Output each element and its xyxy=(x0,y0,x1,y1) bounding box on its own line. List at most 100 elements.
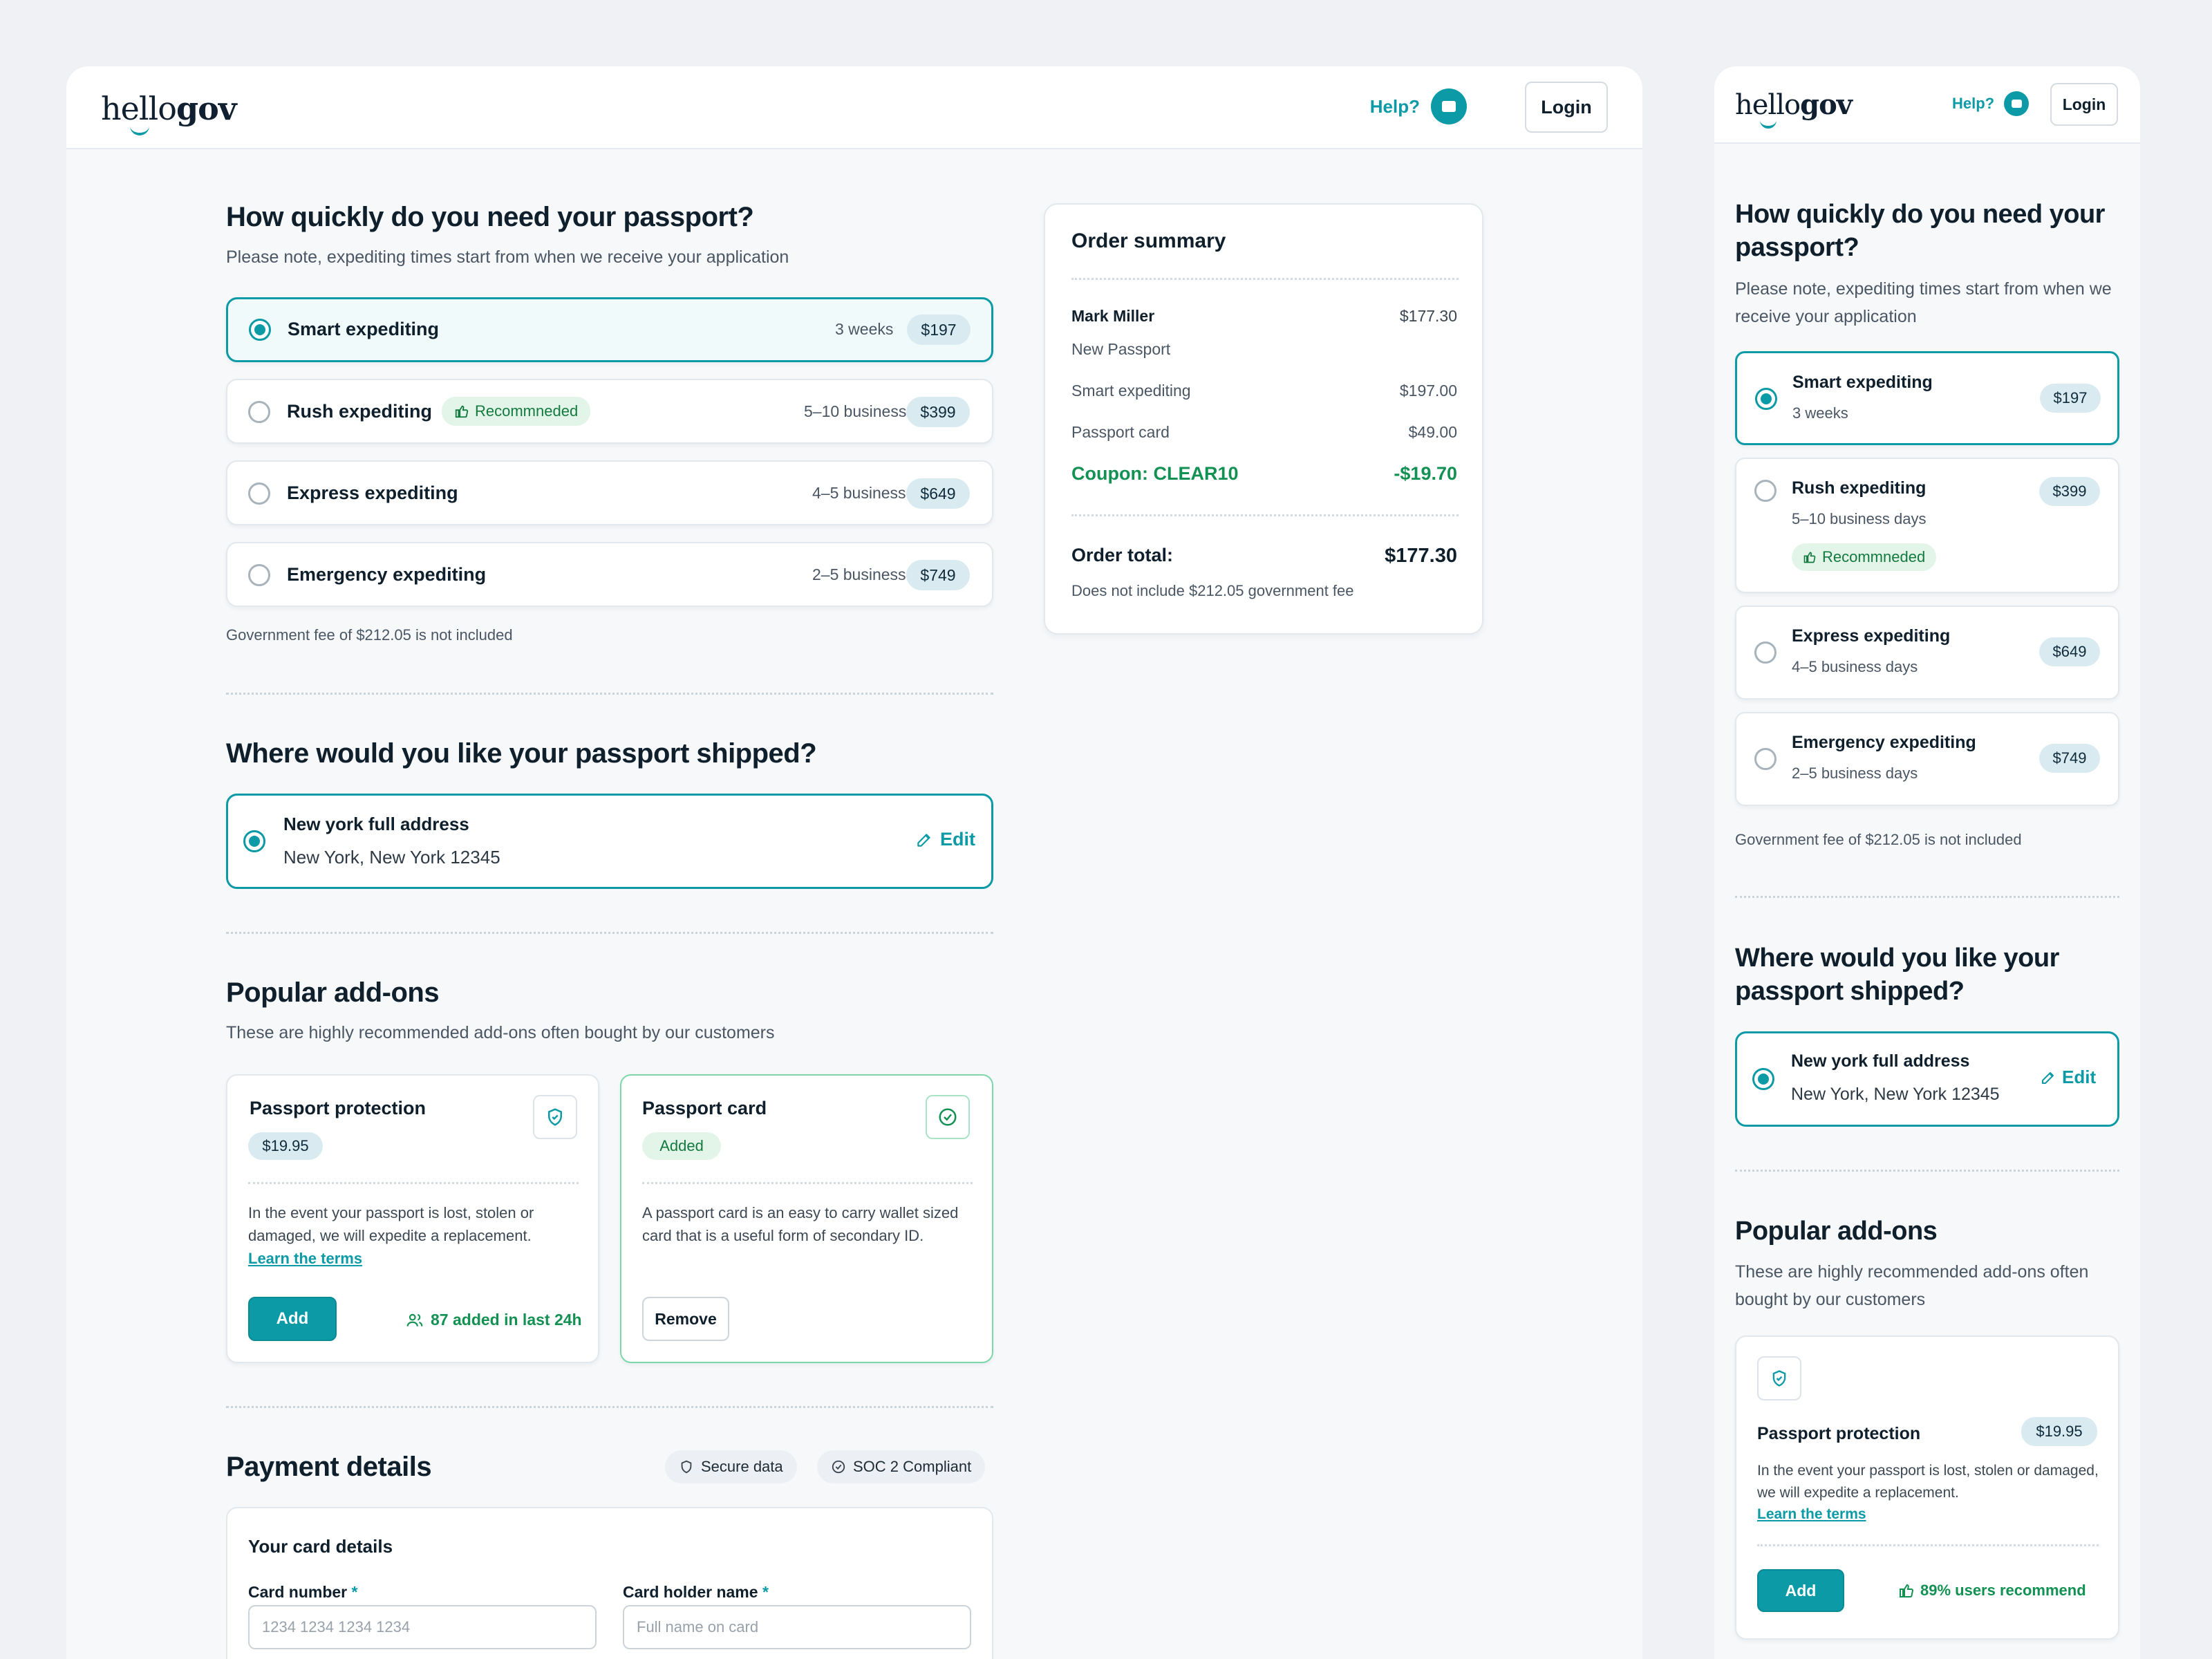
option-label: Rush expediting xyxy=(287,401,433,422)
help-text: Help? xyxy=(1369,95,1420,117)
addon-passport-protection: Passport protection $19.95 In the event … xyxy=(1735,1335,2119,1640)
option-smart-expediting[interactable]: Smart expediting 3 weeks $197 xyxy=(226,297,993,362)
summary-row: Smart expediting $197.00 xyxy=(1071,382,1457,400)
card-number-input[interactable] xyxy=(248,1605,597,1649)
add-button[interactable]: Add xyxy=(1757,1569,1844,1612)
price-pill: $399 xyxy=(2039,477,2100,506)
radio-smart[interactable] xyxy=(1755,388,1777,410)
addon-divider xyxy=(1757,1544,2099,1546)
option-label: Emergency expediting xyxy=(1792,733,1976,752)
radio-rush[interactable] xyxy=(248,401,270,423)
add-button[interactable]: Add xyxy=(248,1297,337,1341)
thumbs-up-icon xyxy=(455,405,469,418)
radio-rush[interactable] xyxy=(1754,480,1777,502)
shipping-title: Where would you like your passport shipp… xyxy=(226,738,817,769)
option-label: Express expediting xyxy=(1792,626,1951,646)
radio-smart[interactable] xyxy=(249,319,271,341)
price-pill: $649 xyxy=(2039,637,2100,666)
option-label: Express expediting xyxy=(287,482,458,503)
shipping-title: Where would you like your passport shipp… xyxy=(1735,944,2059,1006)
speed-title: How quickly do you need your passport? xyxy=(226,202,754,232)
help-text: Help? xyxy=(1952,95,1995,112)
summary-divider xyxy=(1071,278,1459,280)
section-divider xyxy=(226,932,993,934)
help-link[interactable]: Help? xyxy=(1952,91,2030,116)
speed-subtitle: Please note, expediting times start from… xyxy=(1735,279,2112,326)
logo-smile xyxy=(1760,120,1777,129)
total-note: Does not include $212.05 government fee xyxy=(1071,582,1354,599)
radio-emergency[interactable] xyxy=(248,564,270,586)
addon-title: Passport card xyxy=(642,1098,767,1118)
desktop-header: hellogov Help? Login xyxy=(66,66,1642,149)
fee-note: Government fee of $212.05 is not include… xyxy=(226,626,513,644)
login-button[interactable]: Login xyxy=(1525,82,1608,133)
price-pill: $197 xyxy=(907,315,971,345)
card-details-heading: Your card details xyxy=(248,1536,393,1557)
radio-express[interactable] xyxy=(248,482,270,505)
order-summary: Order summary Mark Miller $177.30 New Pas… xyxy=(1044,203,1483,635)
hellogov-logo[interactable]: hellogov xyxy=(1735,88,1853,129)
users-icon xyxy=(406,1313,423,1327)
option-time: 5–10 business days xyxy=(1792,510,1927,527)
social-proof: 89% users recommend xyxy=(1898,1582,2086,1600)
option-emergency-expediting[interactable]: Emergency expediting 2–5 business days $… xyxy=(1735,712,2119,806)
coupon-row: Coupon: CLEAR10 -$19.70 xyxy=(1071,463,1457,484)
fee-note: Government fee of $212.05 is not include… xyxy=(1735,831,2022,848)
radio-express[interactable] xyxy=(1754,641,1777,664)
holder-input[interactable] xyxy=(623,1605,971,1649)
option-express-expediting[interactable]: Express expediting 4–5 business days $64… xyxy=(226,460,993,525)
chat-icon[interactable] xyxy=(2004,91,2030,116)
address-card[interactable]: New york full address New York, New York… xyxy=(1735,1031,2119,1127)
mobile-header: hellogov Help? Login xyxy=(1714,66,2140,144)
option-label: Rush expediting xyxy=(1792,478,1927,498)
addon-description: A passport card is an easy to carry wall… xyxy=(642,1204,959,1244)
edit-address-button[interactable]: Edit xyxy=(2040,1067,2096,1088)
logo-smile xyxy=(130,126,149,135)
pencil-icon xyxy=(2042,1071,2054,1084)
option-label: Emergency expediting xyxy=(287,564,487,585)
payment-title: Payment details xyxy=(226,1452,432,1482)
social-proof: 87 added in last 24h xyxy=(406,1311,582,1329)
addons-subtitle: These are highly recommended add-ons oft… xyxy=(1735,1262,2089,1309)
summary-row: New Passport xyxy=(1071,340,1171,358)
added-badge: Added xyxy=(642,1132,721,1160)
addon-title: Passport protection xyxy=(250,1098,427,1118)
option-time: 2–5 business days xyxy=(1792,765,1918,782)
hellogov-logo[interactable]: hellogov xyxy=(101,90,237,135)
summary-title: Order summary xyxy=(1071,229,1226,252)
shield-icon xyxy=(1757,1356,1801,1400)
learn-terms-link[interactable]: Learn the terms xyxy=(1757,1506,1866,1522)
option-label: Smart expediting xyxy=(1792,373,1933,392)
option-time: 3 weeks xyxy=(835,320,894,338)
address-card[interactable]: New york full address New York, New York… xyxy=(226,794,993,889)
option-label: Smart expediting xyxy=(288,319,440,339)
price-pill: $19.95 xyxy=(2021,1417,2097,1446)
card-number-label: Card number * xyxy=(248,1583,358,1601)
chat-icon[interactable] xyxy=(1431,88,1467,124)
mobile-checkout: hellogov Help? Login How quickly do you … xyxy=(1714,66,2140,1659)
price-pill: $197 xyxy=(2040,384,2101,413)
check-circle-icon xyxy=(926,1095,970,1139)
option-time: 4–5 business days xyxy=(1792,658,1918,675)
thumbs-up-icon xyxy=(1900,1584,1913,1597)
radio-emergency[interactable] xyxy=(1754,748,1777,770)
section-divider xyxy=(1735,1170,2119,1172)
edit-address-button[interactable]: Edit xyxy=(915,829,975,850)
option-express-expediting[interactable]: Express expediting 4–5 business days $64… xyxy=(1735,606,2119,700)
option-smart-expediting[interactable]: Smart expediting 3 weeks $197 xyxy=(1735,351,2119,445)
price-pill: $649 xyxy=(906,478,970,509)
remove-button[interactable]: Remove xyxy=(642,1297,729,1341)
option-rush-expediting[interactable]: Rush expediting 5–10 business days Recom… xyxy=(1735,458,2119,593)
learn-terms-link[interactable]: Learn the terms xyxy=(248,1250,363,1267)
addon-passport-card: Passport card Added A passport card is a… xyxy=(620,1074,993,1363)
login-button[interactable]: Login xyxy=(2050,83,2118,126)
total-row: Order total: $177.30 xyxy=(1071,545,1457,567)
radio-address[interactable] xyxy=(243,830,265,852)
speed-subtitle: Please note, expediting times start from… xyxy=(226,247,789,267)
price-pill: $749 xyxy=(2039,744,2100,773)
radio-address[interactable] xyxy=(1752,1068,1774,1090)
recommended-badge: Recommneded xyxy=(442,397,591,426)
help-link[interactable]: Help? xyxy=(1370,88,1467,124)
option-emergency-expediting[interactable]: Emergency expediting 2–5 business days $… xyxy=(226,542,993,607)
option-rush-expediting[interactable]: Rush expediting Recommneded 5–10 busines… xyxy=(226,379,993,444)
